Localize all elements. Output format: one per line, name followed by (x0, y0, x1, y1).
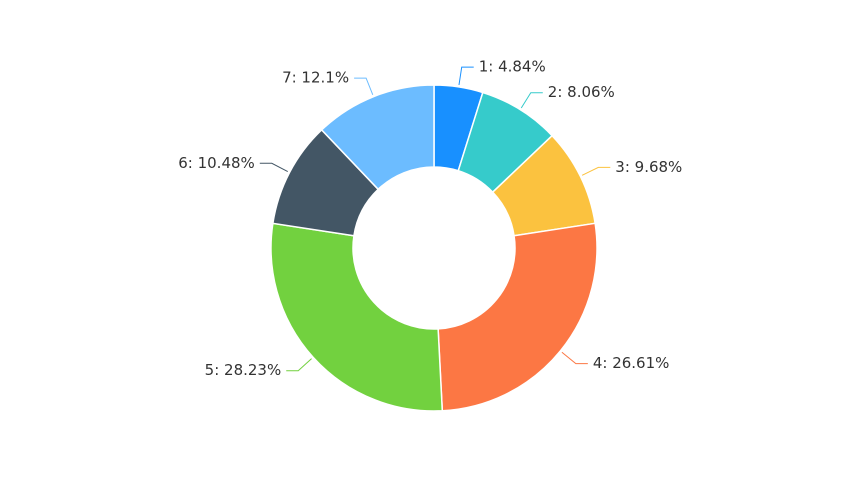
leader-line-3 (581, 166, 611, 176)
leader-lines-group (259, 66, 611, 372)
slice-label-4: 4: 26.61% (593, 354, 670, 372)
slice-label-2: 2: 8.06% (548, 83, 615, 101)
slice-4 (437, 222, 598, 412)
slice-label-5: 5: 28.23% (205, 361, 282, 379)
leader-line-5 (286, 358, 312, 372)
labels-group: 1: 4.84%2: 8.06% 3: 9.68% 4: 26.61% 5: 28.2… (178, 58, 682, 380)
leader-line-7 (354, 77, 374, 95)
slice-5 (270, 222, 444, 412)
slice-label-6: 6: 10.48% (178, 154, 255, 172)
leader-line-2 (520, 92, 543, 109)
leader-line-6 (259, 162, 288, 173)
slice-label-3: 3: 9.68% (615, 158, 682, 176)
slices-group (270, 84, 598, 412)
leader-line-4 (561, 351, 588, 365)
slice-7 (320, 84, 435, 191)
slice-label-7: 7: 12.1% (282, 69, 349, 87)
leader-line-1 (458, 66, 474, 85)
slice-label-1: 1: 4.84% (479, 58, 546, 76)
